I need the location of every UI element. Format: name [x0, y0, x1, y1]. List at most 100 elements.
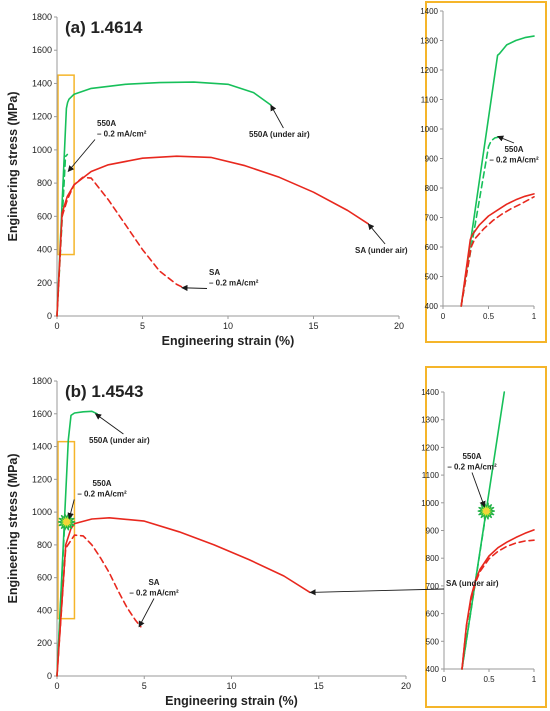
- b-main-series-group: [56, 410, 311, 677]
- a-main-ytick-label: 0: [47, 311, 52, 321]
- b-main-annotation-0: 550A (under air): [89, 413, 150, 445]
- b-main-ytick-label: 1400: [32, 442, 52, 452]
- b-main-annotation-0-text: 550A (under air): [89, 436, 150, 445]
- b-main-ytick-label: 600: [37, 573, 52, 583]
- a-main-ytick-label: 600: [37, 211, 52, 221]
- a-inset-annotation-0-text: 550A: [504, 145, 523, 154]
- b-main-xtick-label: 5: [142, 681, 147, 691]
- annotations-layer: 550A – 0.2 mA/cm² 550A (under air) SA (unde…: [67, 104, 539, 628]
- b-main-ytick-label: 1800: [32, 376, 52, 386]
- b-inset-ytick-label: 1400: [421, 388, 439, 397]
- b-inset-fracture-star-icon-core: [483, 507, 490, 515]
- b-main-series-3-red-dashed: [56, 534, 142, 677]
- a-main-series-0-green-solid: [56, 81, 272, 317]
- b-inset-ytick-label: 700: [426, 582, 440, 591]
- a-main-xtick-label: 5: [140, 321, 145, 331]
- a-main-xtick-label: 10: [223, 321, 233, 331]
- a-main-ytick-label: 200: [37, 278, 52, 288]
- a-main-annotation-3-text: SA: [209, 268, 220, 277]
- b-main-zoom-box: [57, 440, 76, 620]
- b-main-ytick-label: 1200: [32, 474, 52, 484]
- b-main-ytick-label: 1600: [32, 409, 52, 419]
- b-main-series-0-green-solid: [56, 410, 98, 677]
- b-main-annotation-2-text: SA (under air): [446, 579, 499, 588]
- a-inset-annotation-0: 550A – 0.2 mA/cm²: [489, 135, 539, 165]
- a-main-ytick-label: 400: [37, 245, 52, 255]
- inset-b-frame: [425, 366, 547, 708]
- b-main-annotation-2: SA (under air): [309, 579, 499, 596]
- markers-layer: [57, 502, 495, 531]
- b-inset-ytick-label: 900: [426, 527, 440, 536]
- b-main-xtick-label: 15: [314, 681, 324, 691]
- a-main-annotation-1: 550A (under air): [249, 104, 310, 139]
- a-inset-annotation-0-text: – 0.2 mA/cm²: [489, 156, 539, 165]
- b-main-ytick-label: 200: [37, 638, 52, 648]
- a-inset-series-1-green-dashed: [460, 136, 499, 307]
- a-main-series-2-red-solid: [56, 155, 369, 317]
- b-inset-xtick-label: 0: [442, 675, 447, 684]
- a-main-annotation-0: 550A – 0.2 mA/cm²: [67, 119, 147, 172]
- a-inset-ytick-label: 1200: [420, 66, 438, 75]
- a-main-axes: 0 200 400 600 800 1000 1200 1400 1600 1800 0 5 10 15 2…: [32, 12, 404, 331]
- a-main-annotation-3-arrow: [181, 284, 208, 292]
- b-main-annotation-3-text: – 0.2 mA/cm²: [129, 589, 179, 598]
- b-inset-ytick-label: 1300: [421, 416, 439, 425]
- a-inset-xtick-label: 1: [532, 312, 537, 321]
- b-main-annotation-0-arrow: [94, 413, 124, 435]
- b-inset-ytick-label: 600: [426, 610, 440, 619]
- b-main-ytick-label: 0: [47, 671, 52, 681]
- series-layer: [56, 35, 535, 677]
- a-inset-ytick-label: 1400: [420, 7, 438, 16]
- b-main-annotation-2-arrow: [309, 588, 445, 596]
- b-main-annotation-3-arrow: [138, 598, 155, 628]
- b-inset-series-3-red-dashed: [461, 539, 535, 670]
- a-inset-axes: 400 500 600 700 800 900 1000 1100 1200 1300 1400 0 0…: [420, 7, 537, 321]
- b-main-panel-label: (b) 1.4543: [65, 382, 143, 401]
- b-main-x-axis-label: Engineering strain (%): [165, 694, 298, 708]
- a-main-annotation-2-text: SA (under air): [355, 246, 408, 255]
- a-inset-annotation-0-arrow: [497, 135, 515, 144]
- b-main-ytick-label: 800: [37, 540, 52, 550]
- b-inset-annotation-0: 550A – 0.2 mA/cm²: [447, 452, 497, 508]
- a-inset-xtick-label: 0.5: [483, 312, 495, 321]
- b-main-annotation-3-text: SA: [148, 578, 159, 587]
- a-main-series-group: [56, 81, 369, 317]
- a-main-annotation-2-arrow: [367, 223, 386, 245]
- a-main-xtick-label: 20: [394, 321, 404, 331]
- b-main-series-2-red-solid: [56, 517, 311, 677]
- b-main-xtick-label: 20: [401, 681, 411, 691]
- b-inset-ytick-label: 500: [426, 637, 440, 646]
- b-main-xtick-label: 10: [226, 681, 236, 691]
- b-inset-ytick-label: 400: [426, 665, 440, 674]
- b-main-axes: 0 200 400 600 800 1000 1200 1400 1600 1800 0 5 10 15 2…: [32, 376, 411, 691]
- a-main-annotation-0-text: 550A: [97, 119, 116, 128]
- b-inset-ytick-label: 1000: [421, 499, 439, 508]
- b-inset-annotation-0-text: – 0.2 mA/cm²: [447, 463, 497, 472]
- b-main-annotation-1-text: 550A: [92, 479, 111, 488]
- a-main-annotation-1-text: 550A (under air): [249, 130, 310, 139]
- a-main-ytick-label: 1000: [32, 145, 52, 155]
- a-inset-ytick-label: 400: [425, 302, 439, 311]
- b-main-annotation-1-text: – 0.2 mA/cm²: [77, 490, 127, 499]
- b-inset-ytick-label: 800: [426, 554, 440, 563]
- b-main-fracture-star-icon-core: [63, 518, 70, 526]
- b-main-y-axis-label: Engineering stress (MPa): [6, 453, 20, 603]
- a-main-annotation-3-text: – 0.2 mA/cm²: [209, 279, 259, 288]
- a-inset-ytick-label: 800: [425, 184, 439, 193]
- a-main-annotation-3: SA – 0.2 mA/cm²: [181, 268, 259, 292]
- a-inset-ytick-label: 500: [425, 273, 439, 282]
- a-inset-series-3-red-dashed: [460, 196, 535, 307]
- b-inset-series-group: [461, 391, 535, 670]
- a-main-annotation-0-text: – 0.2 mA/cm²: [97, 130, 147, 139]
- b-inset-ytick-label: 1200: [421, 443, 439, 452]
- b-main-annotation-3: SA – 0.2 mA/cm²: [129, 578, 179, 628]
- a-inset-series-0-green-solid: [460, 35, 535, 307]
- b-inset-annotation-0-text: 550A: [462, 452, 481, 461]
- b-main-xtick-label: 0: [54, 681, 59, 691]
- a-inset-ytick-label: 1100: [421, 96, 439, 105]
- b-inset-axes: 400 500 600 700 800 900 1000 1100 1200 1300 1400 0 0…: [421, 388, 537, 684]
- b-main-annotation-1: 550A – 0.2 mA/cm²: [67, 479, 127, 520]
- b-inset-ytick-label: 1100: [422, 471, 440, 480]
